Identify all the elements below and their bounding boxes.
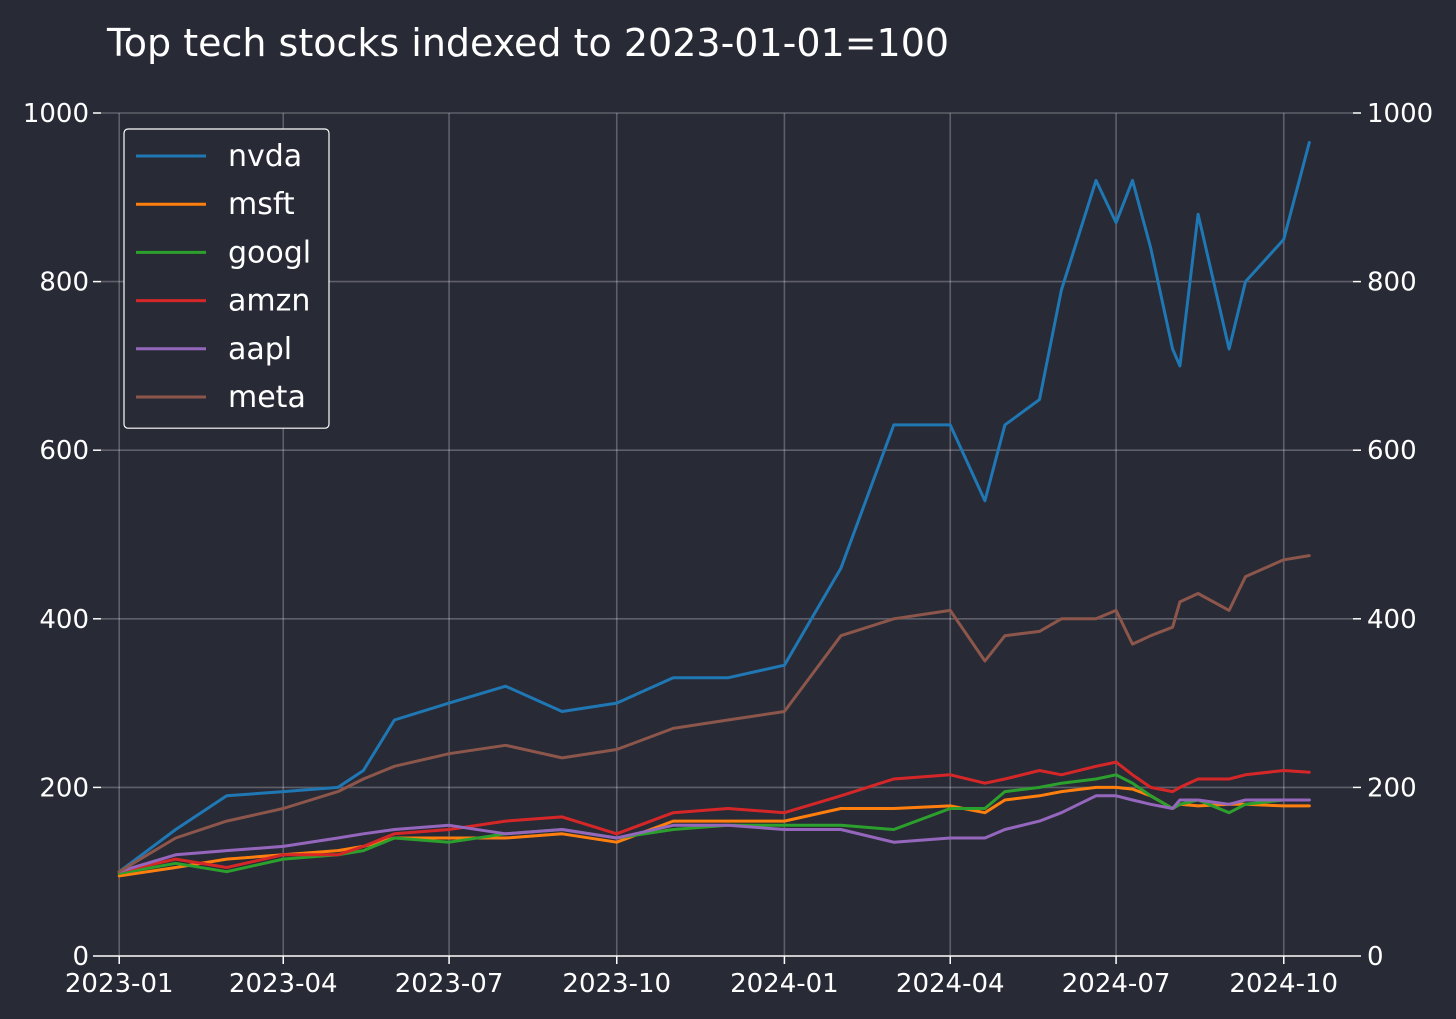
legend-label-amzn: amzn <box>228 284 310 319</box>
y-tick-label-right: 600 <box>1367 436 1417 466</box>
y-tick-label-right: 0 <box>1367 942 1384 972</box>
y-tick-label-right: 200 <box>1367 773 1417 803</box>
legend: nvda msft googl amzn aapl meta <box>123 128 330 429</box>
series-line-googl <box>117 773 1311 875</box>
y-tick-label-left: 600 <box>39 436 89 466</box>
x-tick-label: 2023-01 <box>65 969 174 999</box>
legend-label-googl: googl <box>228 235 311 270</box>
x-tick-label: 2024-07 <box>1062 969 1171 999</box>
x-tick-label: 2023-10 <box>562 969 671 999</box>
y-tick-label-left: 200 <box>39 773 89 803</box>
y-tick-label-left: 0 <box>72 942 89 972</box>
legend-label-nvda: nvda <box>228 139 302 174</box>
y-tick-label-left: 800 <box>39 268 89 298</box>
x-tick-label: 2023-04 <box>229 969 338 999</box>
x-tick-label: 2024-01 <box>730 969 839 999</box>
series-lines <box>117 141 1311 878</box>
y-tick-label-right: 1000 <box>1367 99 1433 129</box>
x-tick-label: 2024-10 <box>1229 969 1338 999</box>
y-tick-label-left: 400 <box>39 605 89 635</box>
legend-label-meta: meta <box>228 380 306 415</box>
series-line-amzn <box>117 760 1311 874</box>
grid-lines <box>101 112 1353 956</box>
series-line-nvda <box>117 141 1311 874</box>
legend-label-aapl: aapl <box>228 332 292 367</box>
y-tick-label-left: 1000 <box>23 99 89 129</box>
x-tick-label: 2024-04 <box>896 969 1005 999</box>
legend-label-msft: msft <box>228 187 295 222</box>
y-tick-label-right: 800 <box>1367 268 1417 298</box>
y-tick-label-right: 400 <box>1367 605 1417 635</box>
x-tick-label: 2023-07 <box>395 969 504 999</box>
series-line-aapl <box>117 794 1311 874</box>
series-line-meta <box>117 554 1311 874</box>
axes: 0 0 200 200 400 400 600 600 800 800 1000 1000 2023-0… <box>23 99 1433 999</box>
chart-title: Top tech stocks indexed to 2023-01-01=10… <box>106 21 949 65</box>
